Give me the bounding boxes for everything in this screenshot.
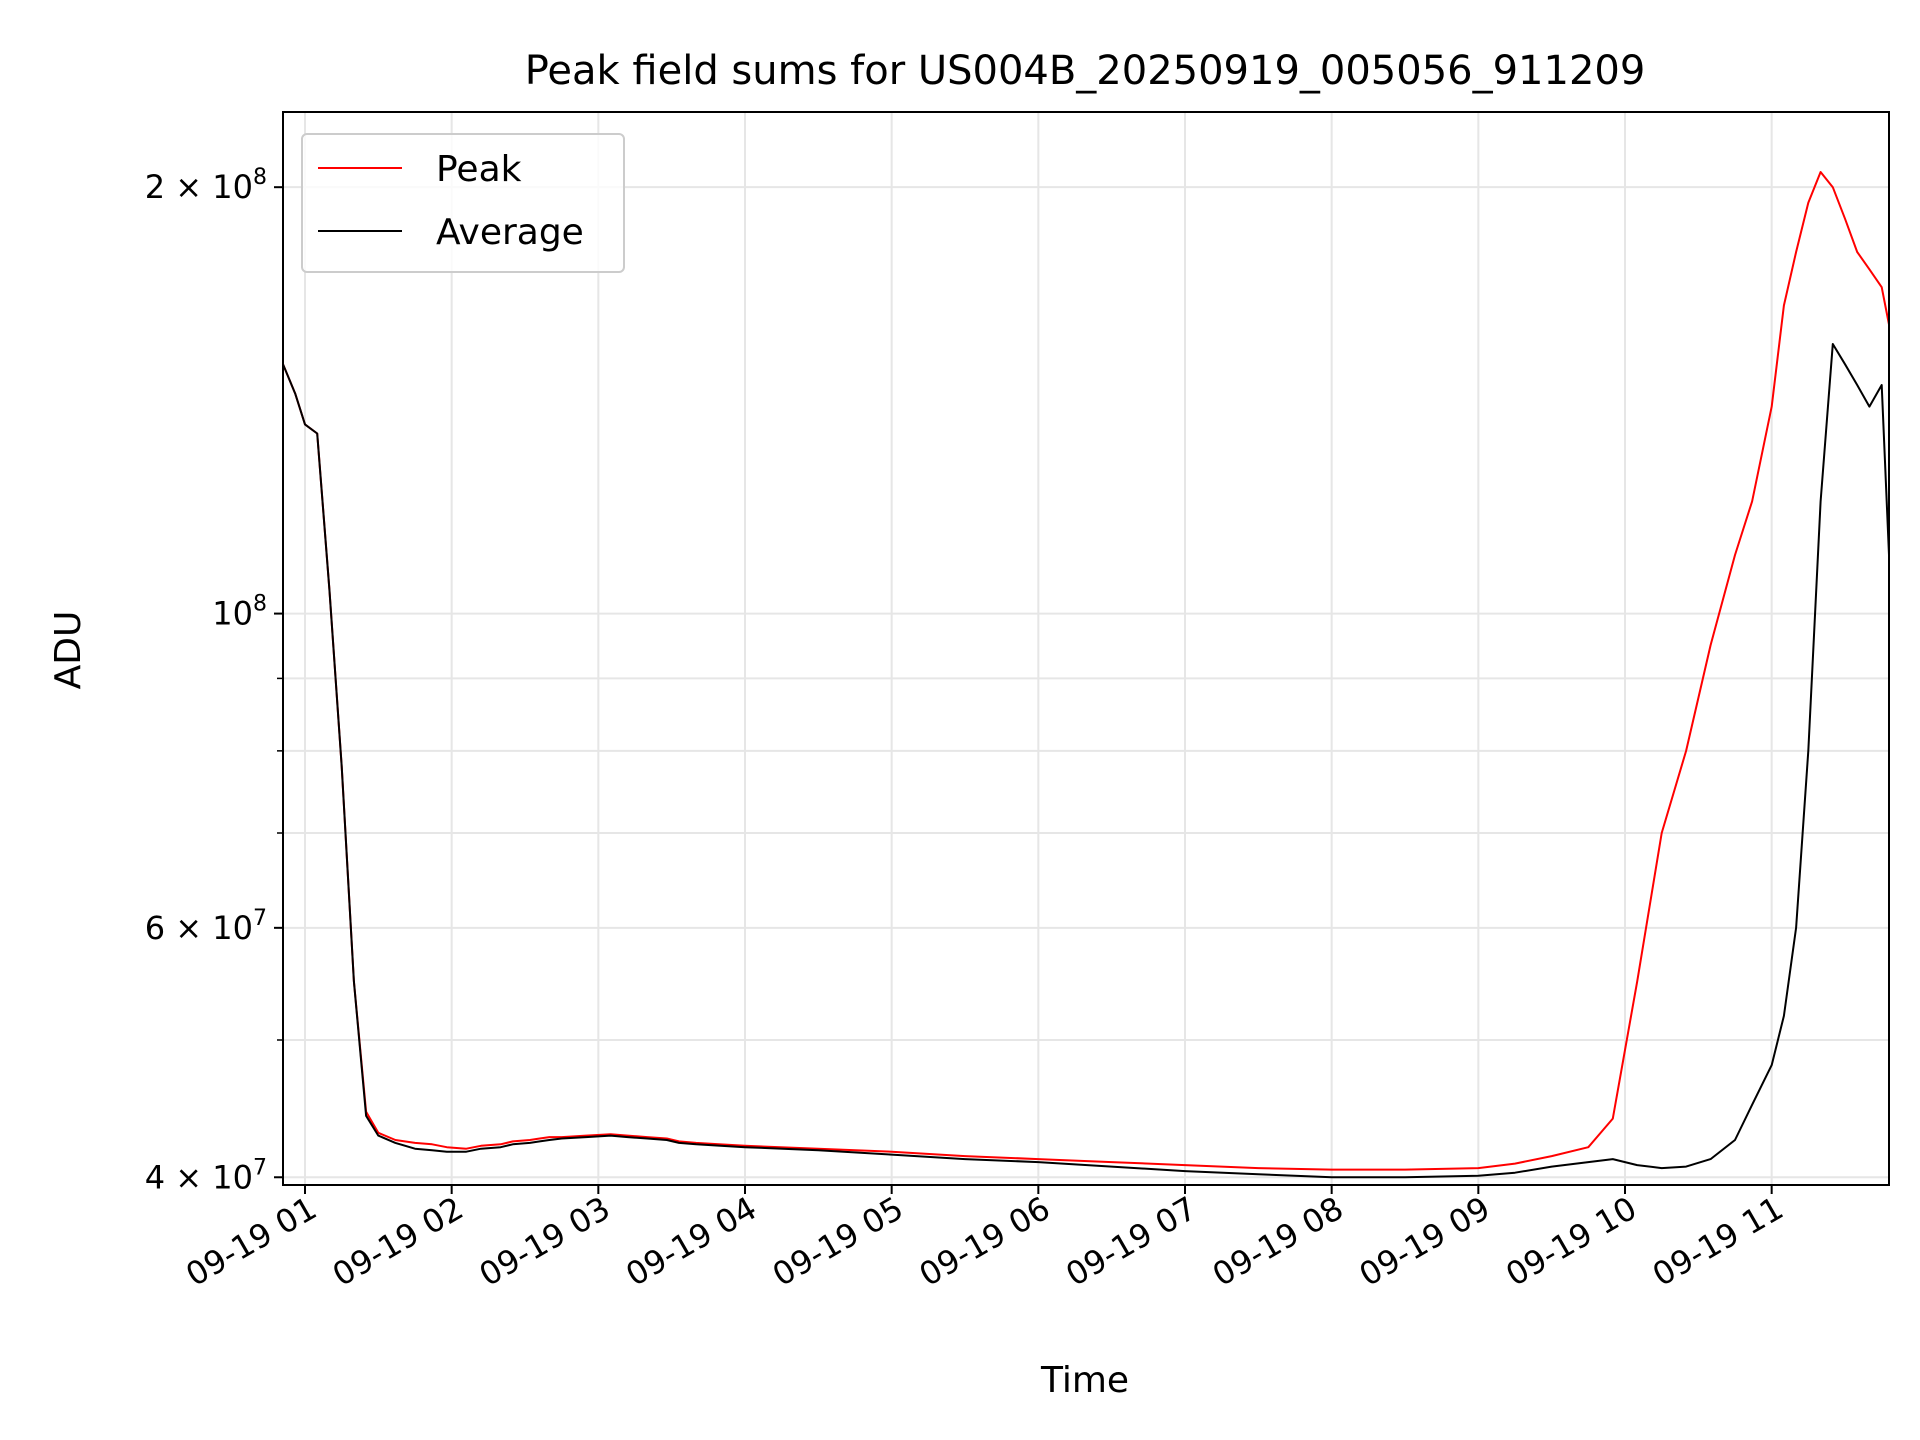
legend: Peak Average (301, 133, 625, 273)
y-axis-label: ADU (48, 611, 89, 690)
chart-title: Peak field sums for US004B_20250919_0050… (525, 48, 1646, 94)
y-tick-label: 108 (212, 592, 267, 633)
y-axis: 4 × 107 6 × 107 108 2 × 108 (145, 165, 283, 1196)
y-tick-label: 6 × 107 (145, 906, 267, 947)
plot-area (283, 171, 1889, 1179)
y-tick-label: 4 × 107 (145, 1155, 267, 1196)
legend-average-label: Average (436, 212, 584, 253)
gridlines (283, 112, 1889, 1185)
plot-frame (282, 111, 1890, 1186)
series-line-peak (283, 171, 1889, 1171)
x-axis-label: Time (1040, 1360, 1129, 1401)
y-tick-label: 2 × 108 (145, 165, 267, 206)
series-line-average (283, 343, 1889, 1179)
legend-peak-label: Peak (436, 149, 522, 190)
